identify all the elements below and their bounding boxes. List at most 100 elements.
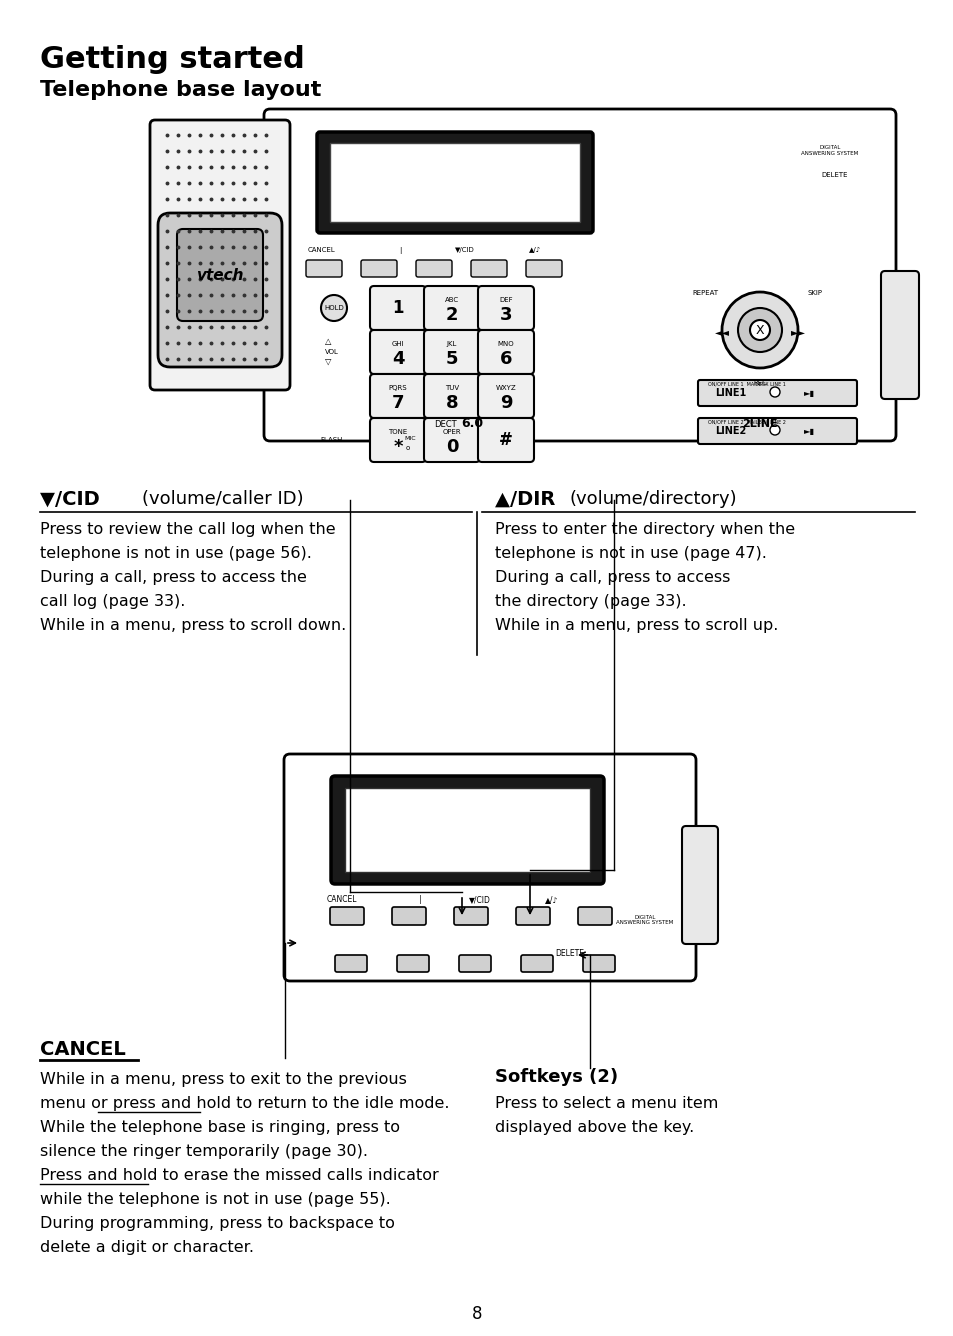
Text: displayed above the key.: displayed above the key. [495, 1120, 694, 1136]
Text: DIGITAL
ANSWERING SYSTEM: DIGITAL ANSWERING SYSTEM [616, 915, 673, 926]
Text: While in a menu, press to exit to the previous: While in a menu, press to exit to the pr… [40, 1071, 406, 1088]
FancyBboxPatch shape [370, 418, 426, 462]
Bar [330, 143, 579, 222]
Circle shape [769, 425, 780, 436]
Text: DIGITAL
ANSWERING SYSTEM: DIGITAL ANSWERING SYSTEM [801, 146, 858, 156]
Text: o: o [405, 445, 410, 452]
Text: ►►: ►► [790, 327, 804, 337]
FancyBboxPatch shape [471, 261, 506, 277]
Text: 8: 8 [471, 1305, 482, 1323]
Circle shape [738, 309, 781, 351]
Text: 1: 1 [392, 299, 403, 317]
Text: Telephone base layout: Telephone base layout [40, 80, 321, 100]
Text: ▲/DIR: ▲/DIR [495, 490, 561, 509]
FancyBboxPatch shape [150, 120, 290, 390]
FancyBboxPatch shape [477, 374, 534, 418]
Text: |: | [398, 247, 401, 254]
FancyBboxPatch shape [458, 955, 491, 973]
Text: (volume/caller ID): (volume/caller ID) [142, 490, 303, 508]
Text: Softkeys (2): Softkeys (2) [495, 1067, 618, 1086]
FancyBboxPatch shape [477, 418, 534, 462]
Text: CANCEL: CANCEL [327, 895, 356, 904]
FancyBboxPatch shape [582, 955, 615, 973]
FancyBboxPatch shape [423, 330, 479, 374]
Text: DECT: DECT [434, 420, 456, 429]
FancyBboxPatch shape [516, 907, 550, 925]
Text: TONE: TONE [388, 429, 407, 436]
FancyBboxPatch shape [370, 286, 426, 330]
Text: telephone is not in use (page 56).: telephone is not in use (page 56). [40, 546, 312, 561]
FancyBboxPatch shape [698, 418, 856, 444]
FancyBboxPatch shape [370, 374, 426, 418]
FancyBboxPatch shape [423, 374, 479, 418]
Text: ◄◄: ◄◄ [714, 327, 729, 337]
Text: ►▮: ►▮ [803, 426, 815, 436]
Text: Press and hold to erase the missed calls indicator: Press and hold to erase the missed calls… [40, 1168, 438, 1182]
FancyBboxPatch shape [477, 330, 534, 374]
Text: VOL: VOL [325, 349, 338, 355]
FancyBboxPatch shape [520, 955, 553, 973]
Text: While the telephone base is ringing, press to: While the telephone base is ringing, pre… [40, 1120, 399, 1136]
Text: |: | [418, 895, 421, 904]
Circle shape [721, 293, 797, 367]
FancyBboxPatch shape [360, 261, 396, 277]
Text: ABC: ABC [444, 297, 458, 303]
FancyBboxPatch shape [416, 261, 452, 277]
Text: HOLD: HOLD [324, 305, 343, 311]
Text: *: * [393, 438, 402, 456]
Text: CANCEL: CANCEL [40, 1039, 126, 1059]
Text: 5: 5 [445, 350, 457, 367]
Text: ON/OFF LINE 1  MAILBOX LINE 1: ON/OFF LINE 1 MAILBOX LINE 1 [707, 382, 785, 386]
Text: #: # [498, 432, 513, 449]
Text: During programming, press to backspace to: During programming, press to backspace t… [40, 1216, 395, 1230]
Circle shape [320, 295, 347, 321]
FancyBboxPatch shape [331, 776, 603, 884]
Text: 7: 7 [392, 394, 404, 411]
Text: 2LINE: 2LINE [741, 420, 777, 429]
Text: ▼/CID: ▼/CID [455, 247, 475, 253]
Text: while the telephone is not in use (page 55).: while the telephone is not in use (page … [40, 1192, 391, 1206]
Text: REC: REC [752, 379, 766, 386]
Text: 2: 2 [445, 306, 457, 325]
FancyBboxPatch shape [423, 418, 479, 462]
Text: While in a menu, press to scroll down.: While in a menu, press to scroll down. [40, 619, 346, 633]
FancyBboxPatch shape [158, 212, 282, 367]
Text: ON/OFF LINE 2  MAILBOX LINE 2: ON/OFF LINE 2 MAILBOX LINE 2 [707, 420, 785, 425]
Text: Getting started: Getting started [40, 45, 304, 73]
Text: ▲/♪: ▲/♪ [545, 895, 558, 904]
Text: DELETE: DELETE [555, 949, 584, 958]
Text: PQRS: PQRS [388, 385, 407, 391]
Text: While in a menu, press to scroll up.: While in a menu, press to scroll up. [495, 619, 778, 633]
FancyBboxPatch shape [681, 826, 718, 945]
FancyBboxPatch shape [264, 110, 895, 441]
Text: FLASH: FLASH [319, 437, 342, 444]
Text: TUV: TUV [444, 385, 458, 391]
Text: 3: 3 [499, 306, 512, 325]
Text: 4: 4 [392, 350, 404, 367]
Text: GHI: GHI [392, 341, 404, 347]
Text: DEF: DEF [498, 297, 513, 303]
Circle shape [751, 390, 767, 406]
FancyBboxPatch shape [477, 286, 534, 330]
Text: ▽: ▽ [325, 357, 331, 366]
FancyBboxPatch shape [316, 132, 593, 232]
Text: JKL: JKL [446, 341, 456, 347]
Text: telephone is not in use (page 47).: telephone is not in use (page 47). [495, 546, 766, 561]
Text: vtech: vtech [196, 267, 244, 282]
Text: 0: 0 [445, 438, 457, 456]
Text: menu or press and hold to return to the idle mode.: menu or press and hold to return to the … [40, 1096, 449, 1112]
Text: Press to review the call log when the: Press to review the call log when the [40, 522, 335, 537]
FancyBboxPatch shape [306, 261, 341, 277]
FancyBboxPatch shape [370, 330, 426, 374]
Text: 8: 8 [445, 394, 457, 411]
Text: OPER: OPER [442, 429, 461, 436]
Text: X: X [755, 323, 763, 337]
Bar [345, 788, 589, 872]
Text: MNO: MNO [497, 341, 514, 347]
Text: LINE1: LINE1 [714, 387, 745, 398]
FancyBboxPatch shape [335, 955, 367, 973]
Text: ▲/♪: ▲/♪ [528, 247, 540, 253]
FancyBboxPatch shape [880, 271, 918, 399]
Text: CANCEL: CANCEL [308, 247, 335, 253]
Text: (volume/directory): (volume/directory) [569, 490, 737, 508]
